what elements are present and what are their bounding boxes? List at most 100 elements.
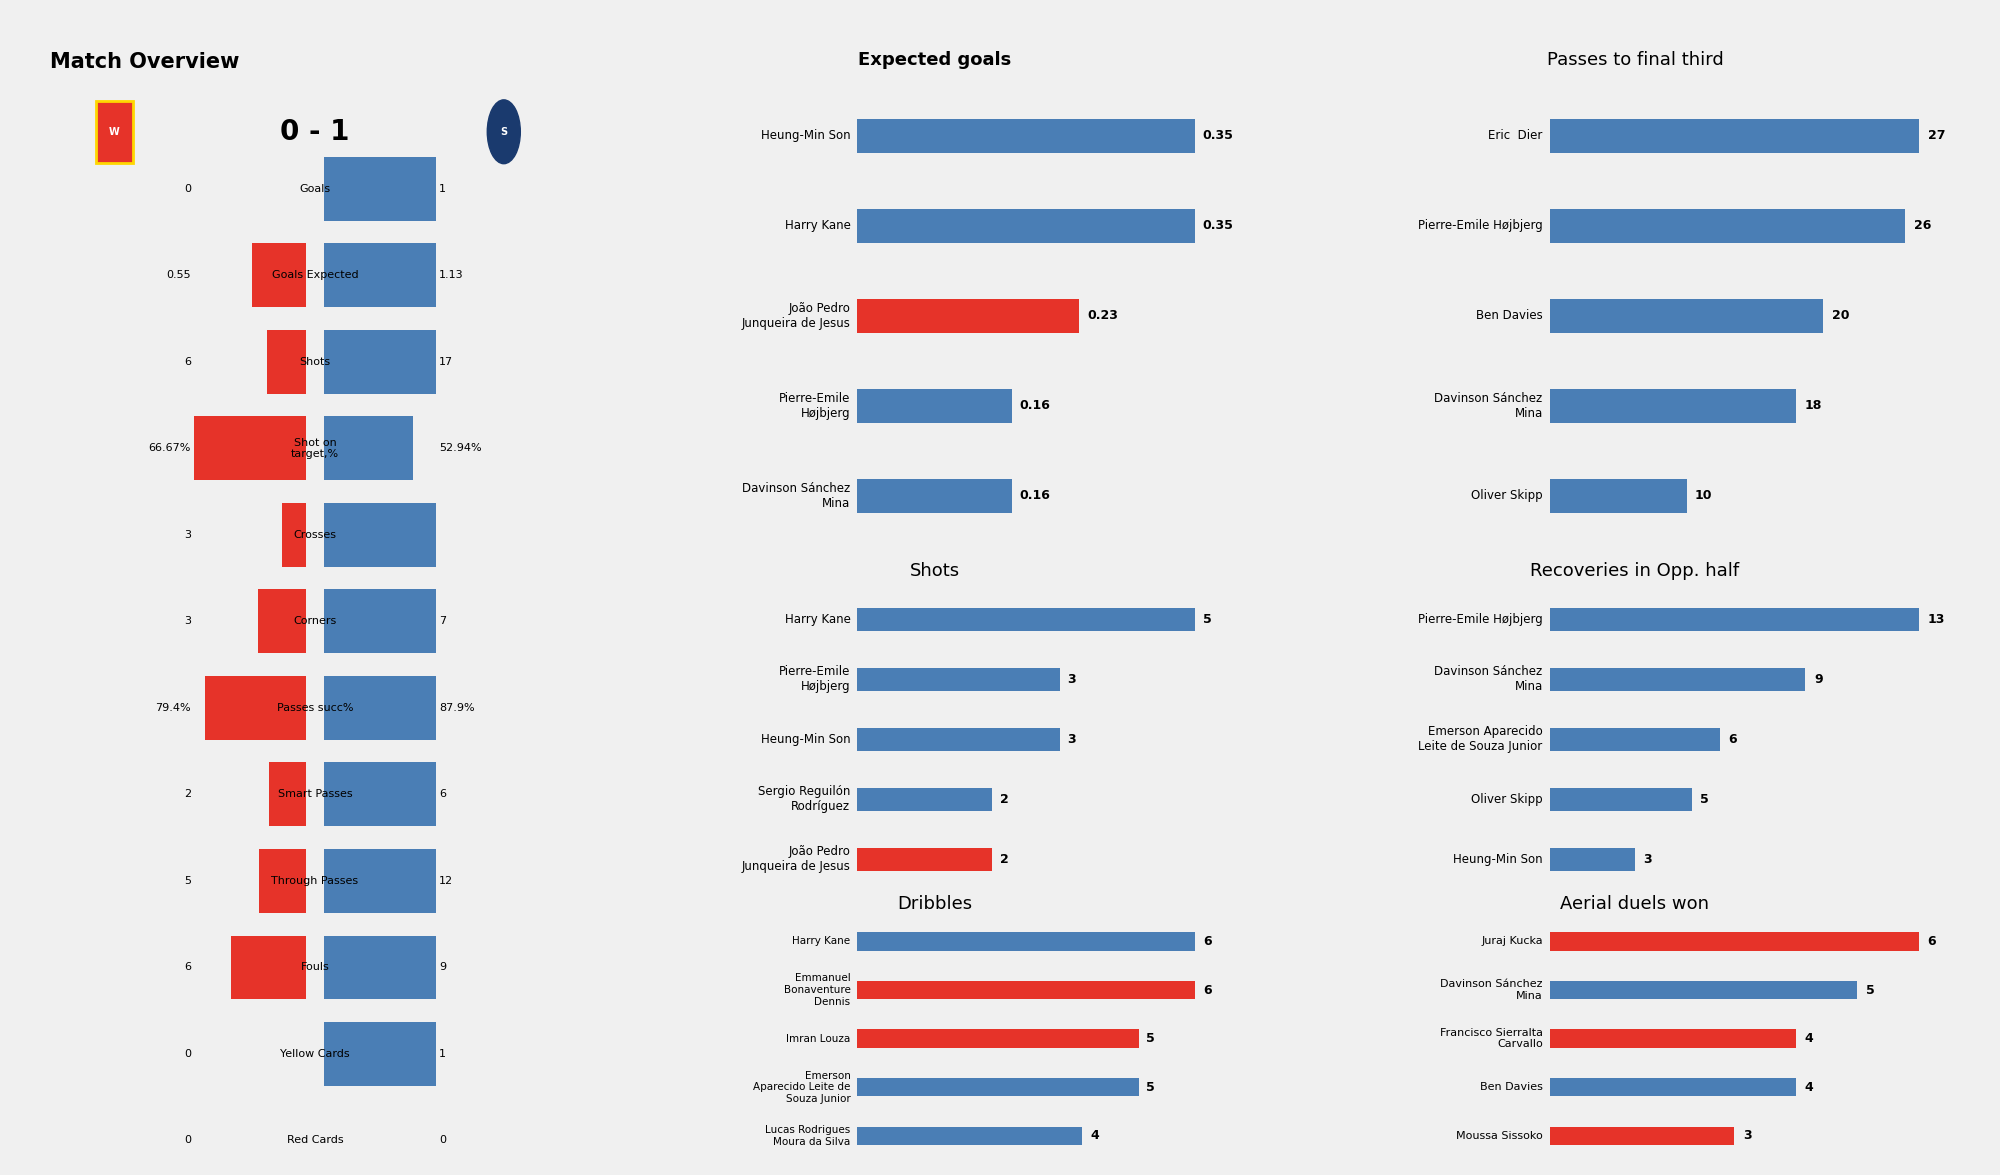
Bar <box>1550 1029 1796 1048</box>
Text: Heung-Min Son: Heung-Min Son <box>760 129 850 142</box>
Bar <box>324 590 436 653</box>
Bar <box>1550 478 1686 512</box>
Text: Shots: Shots <box>910 563 960 580</box>
Bar <box>856 787 992 811</box>
Text: Heung-Min Son: Heung-Min Son <box>1454 853 1542 866</box>
Bar <box>856 209 1196 243</box>
Text: Expected goals: Expected goals <box>858 51 1012 68</box>
Bar <box>856 1127 1082 1146</box>
Bar <box>324 503 436 566</box>
Bar <box>252 243 306 307</box>
Text: Goals Expected: Goals Expected <box>272 270 358 281</box>
Text: Emmanuel
Bonaventure
Dennis: Emmanuel Bonaventure Dennis <box>784 973 850 1007</box>
Text: Aerial duels won: Aerial duels won <box>1560 895 1710 913</box>
Text: 0: 0 <box>184 183 192 194</box>
Text: 87.9%: 87.9% <box>438 703 474 713</box>
Text: 4: 4 <box>1090 1129 1098 1142</box>
Text: Dribbles: Dribbles <box>898 895 972 913</box>
Bar <box>194 416 306 481</box>
Text: Crosses: Crosses <box>294 530 336 539</box>
Text: Pierre-Emile Højbjerg: Pierre-Emile Højbjerg <box>1418 613 1542 626</box>
Text: João Pedro
Junqueira de Jesus: João Pedro Junqueira de Jesus <box>742 845 850 873</box>
Bar <box>856 848 992 871</box>
Text: 18: 18 <box>1804 400 1822 412</box>
Bar <box>856 932 1196 951</box>
Text: Shot on
target,%: Shot on target,% <box>290 437 340 459</box>
FancyBboxPatch shape <box>96 101 134 162</box>
Circle shape <box>488 100 520 163</box>
Text: 2: 2 <box>184 790 192 799</box>
Text: 6: 6 <box>1202 935 1212 948</box>
Text: 3: 3 <box>184 617 192 626</box>
Text: Davinson Sánchez
Mina: Davinson Sánchez Mina <box>742 482 850 510</box>
Bar <box>1550 298 1824 333</box>
Bar <box>266 330 306 394</box>
Bar <box>856 298 1080 333</box>
Bar <box>1550 1127 1734 1146</box>
Text: 0.35: 0.35 <box>1202 220 1234 233</box>
Text: Davinson Sánchez
Mina: Davinson Sánchez Mina <box>1434 391 1542 419</box>
Bar <box>1550 607 1920 631</box>
Bar <box>324 935 436 999</box>
Bar <box>1550 667 1806 691</box>
Text: 5: 5 <box>184 875 192 886</box>
Bar <box>1550 932 1920 951</box>
Text: 26: 26 <box>1914 220 1932 233</box>
Text: 0.55: 0.55 <box>166 270 192 281</box>
Bar <box>1550 119 1920 153</box>
Bar <box>1550 787 1692 811</box>
Text: 3: 3 <box>1742 1129 1752 1142</box>
Bar <box>1550 1077 1796 1096</box>
Bar <box>324 1022 436 1086</box>
Text: Corners: Corners <box>294 617 336 626</box>
Text: Fouls: Fouls <box>300 962 330 973</box>
Text: 0.16: 0.16 <box>1020 489 1050 502</box>
Bar <box>1550 981 1858 999</box>
Text: 52.94%: 52.94% <box>438 443 482 454</box>
Text: Sergio Reguilón
Rodríguez: Sergio Reguilón Rodríguez <box>758 785 850 813</box>
Text: Passes to final third: Passes to final third <box>1546 51 1724 68</box>
Text: 6: 6 <box>184 357 192 367</box>
Text: 9: 9 <box>1814 673 1822 686</box>
Text: 6: 6 <box>1202 983 1212 996</box>
Text: 3: 3 <box>1644 853 1652 866</box>
Text: 4: 4 <box>1804 1032 1814 1045</box>
Text: Pierre-Emile
Højbjerg: Pierre-Emile Højbjerg <box>780 665 850 693</box>
Text: Oliver Skipp: Oliver Skipp <box>1472 793 1542 806</box>
Text: 66.67%: 66.67% <box>148 443 192 454</box>
Text: Red Cards: Red Cards <box>286 1135 344 1146</box>
Text: Oliver Skipp: Oliver Skipp <box>1472 489 1542 502</box>
Bar <box>324 850 436 913</box>
Bar <box>1550 848 1636 871</box>
Text: Eric  Dier: Eric Dier <box>1488 129 1542 142</box>
Text: Juraj Kucka: Juraj Kucka <box>1482 936 1542 947</box>
Bar <box>1550 727 1720 751</box>
Text: 1: 1 <box>438 1049 446 1059</box>
Text: 6: 6 <box>438 790 446 799</box>
Text: Through Passes: Through Passes <box>272 875 358 886</box>
Bar <box>856 119 1196 153</box>
Bar <box>324 330 436 394</box>
Text: 0.23: 0.23 <box>1086 309 1118 322</box>
Text: 2: 2 <box>1000 853 1008 866</box>
Text: 3: 3 <box>1068 673 1076 686</box>
Text: Ben Davies: Ben Davies <box>1476 309 1542 322</box>
Text: Lucas Rodrigues
Moura da Silva: Lucas Rodrigues Moura da Silva <box>766 1124 850 1147</box>
Text: Smart Passes: Smart Passes <box>278 790 352 799</box>
Text: Passes succ%: Passes succ% <box>276 703 354 713</box>
Text: 20: 20 <box>1832 309 1850 322</box>
Text: Shots: Shots <box>300 357 330 367</box>
Text: 4: 4 <box>1804 1081 1814 1094</box>
Text: 12: 12 <box>438 875 454 886</box>
Text: Yellow Cards: Yellow Cards <box>280 1049 350 1059</box>
Bar <box>324 243 436 307</box>
Text: Ben Davies: Ben Davies <box>1480 1082 1542 1093</box>
Bar <box>204 676 306 740</box>
Text: 6: 6 <box>184 962 192 973</box>
Text: 0.35: 0.35 <box>1202 129 1234 142</box>
Text: 7: 7 <box>438 617 446 626</box>
Text: 0: 0 <box>184 1049 192 1059</box>
Text: 0: 0 <box>184 1135 192 1146</box>
Text: 5: 5 <box>1202 613 1212 626</box>
Bar <box>268 763 306 826</box>
